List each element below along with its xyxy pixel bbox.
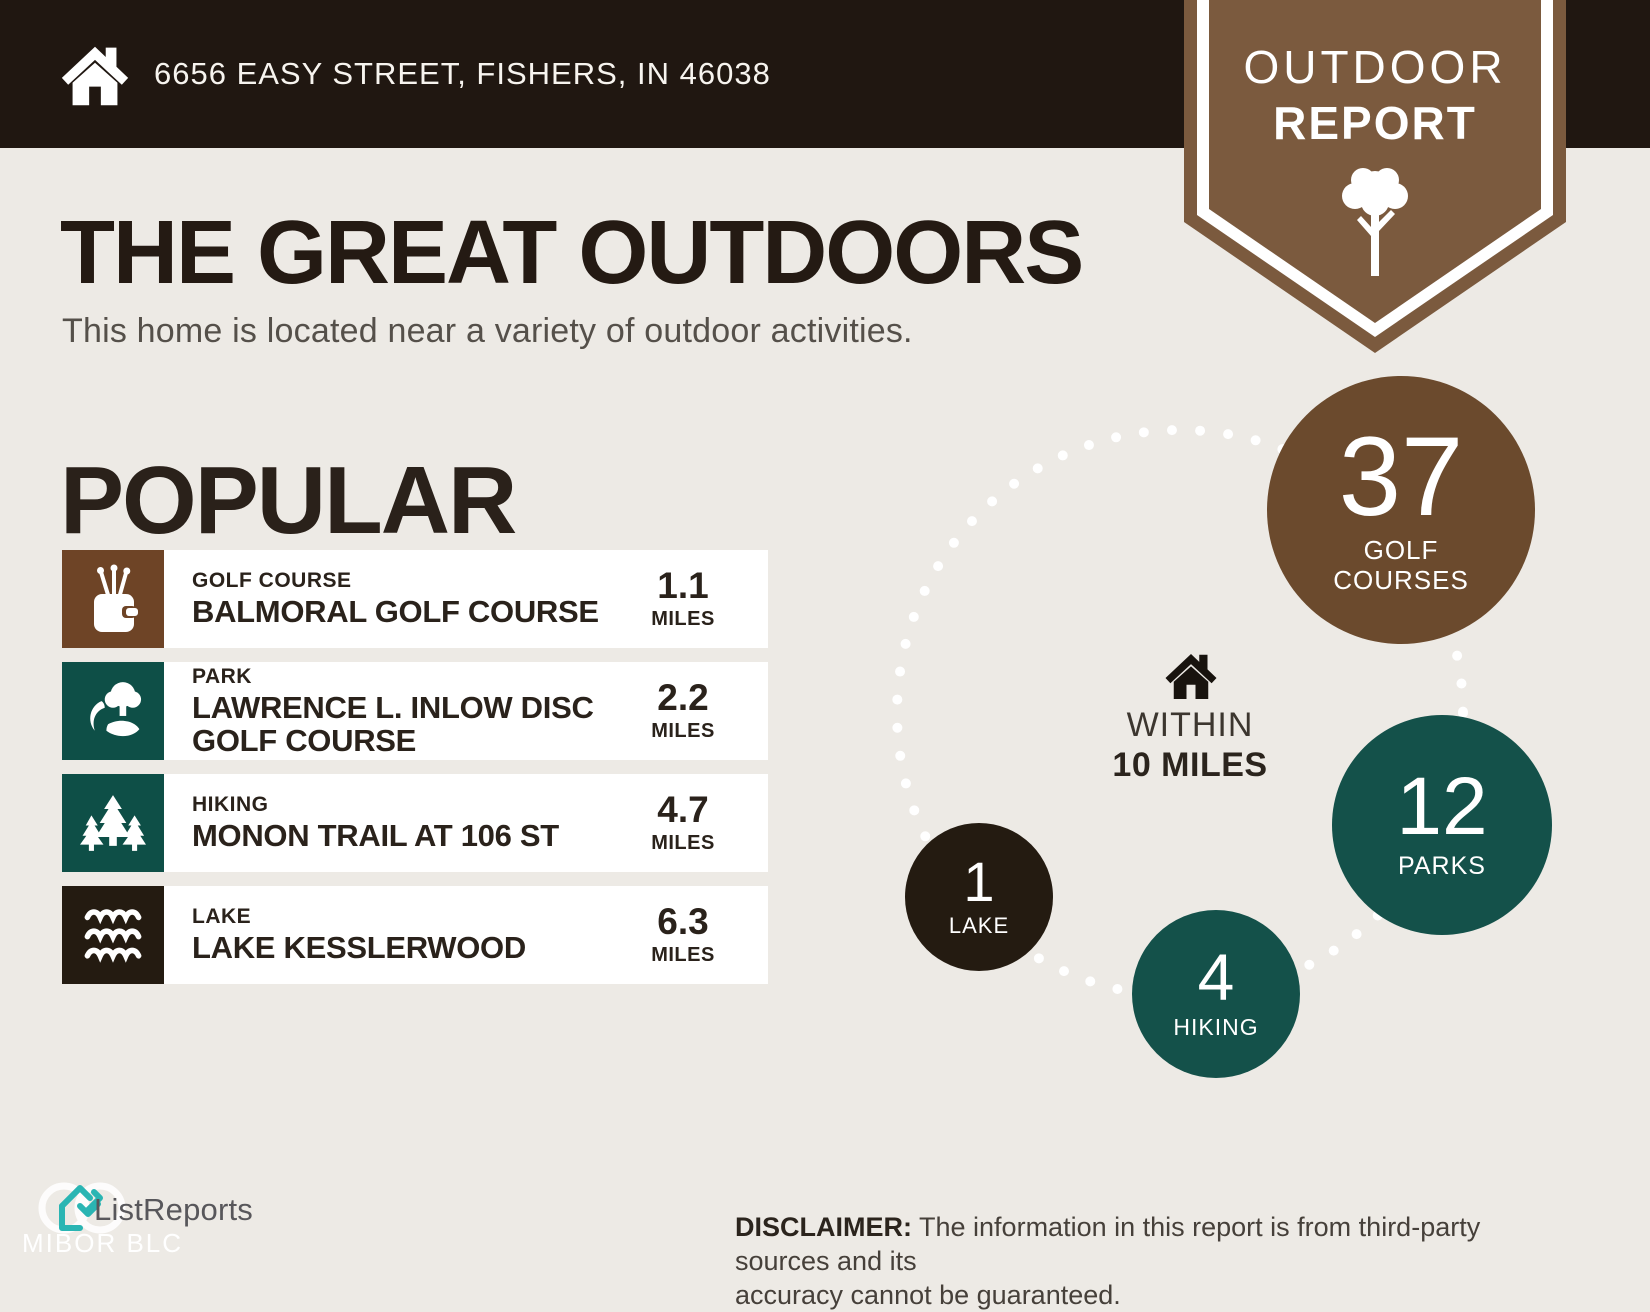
- within-label: WITHIN: [1126, 706, 1254, 744]
- popular-section-title: POPULAR: [60, 447, 517, 554]
- list-item-park: PARK LAWRENCE L. INLOW DISC GOLF COURSE …: [62, 662, 768, 760]
- distance-unit: MILES: [651, 832, 715, 854]
- list-item-hiking: HIKING MONON TRAIL AT 106 ST 4.7 MILES: [62, 774, 768, 872]
- item-category: GOLF COURSE: [192, 569, 352, 593]
- distance-value: 1.1: [657, 565, 709, 606]
- distance-unit: MILES: [651, 944, 715, 966]
- stat-label: HIKING: [1173, 1014, 1259, 1041]
- house-icon: [1165, 654, 1217, 699]
- item-category: HIKING: [192, 793, 269, 817]
- list-item-text: LAKE LAKE KESSLERWOOD: [164, 886, 604, 984]
- list-item-text: HIKING MONON TRAIL AT 106 ST: [164, 774, 604, 872]
- stat-label: GOLF COURSES: [1333, 534, 1469, 595]
- disclaimer-label: DISCLAIMER:: [735, 1212, 912, 1242]
- page-subtitle: This home is located near a variety of o…: [62, 312, 913, 350]
- golf-bag-icon: [62, 550, 164, 648]
- tree-icon: [1342, 168, 1408, 276]
- item-distance: 1.1 MILES: [604, 550, 768, 648]
- badge-line1: OUTDOOR: [1243, 41, 1507, 93]
- listreports-logo-text: ListReports: [94, 1192, 253, 1227]
- stat-circle-parks: 12 PARKS: [1332, 715, 1552, 935]
- stat-label: PARKS: [1398, 852, 1486, 881]
- stat-circle-lake: 1 LAKE: [905, 823, 1053, 971]
- outdoor-report-badge: OUTDOOR REPORT: [1184, 0, 1566, 356]
- stat-label: LAKE: [948, 912, 1010, 938]
- item-name: BALMORAL GOLF COURSE: [192, 594, 599, 630]
- distance-value: 2.2: [657, 677, 709, 718]
- item-distance: 4.7 MILES: [604, 774, 768, 872]
- distance-unit: MILES: [651, 720, 715, 742]
- item-name: LAKE KESSLERWOOD: [192, 930, 526, 966]
- item-distance: 6.3 MILES: [604, 886, 768, 984]
- waves-icon: [62, 886, 164, 984]
- list-item-golf-course: GOLF COURSE BALMORAL GOLF COURSE 1.1 MIL…: [62, 550, 768, 648]
- stat-circle-hiking: 4 HIKING: [1132, 910, 1300, 1078]
- item-name: MONON TRAIL AT 106 ST: [192, 818, 559, 854]
- within-distance: 10 MILES: [1112, 746, 1268, 784]
- disclaimer-line1: The information in this report is from t…: [735, 1212, 1481, 1276]
- stat-value: 1: [963, 850, 995, 914]
- distance-value: 4.7: [657, 789, 709, 830]
- item-distance: 2.2 MILES: [604, 662, 768, 760]
- park-icon: [62, 662, 164, 760]
- dotted-radius-ring: [892, 425, 1468, 1001]
- stat-value: 4: [1197, 940, 1235, 1015]
- listreports-logo-icon: [38, 1182, 126, 1234]
- page-title: THE GREAT OUTDOORS: [60, 203, 1084, 303]
- disclaimer-line2: accuracy cannot be guaranteed.: [735, 1280, 1121, 1310]
- badge-line2: REPORT: [1273, 97, 1477, 149]
- stat-circle-golf-courses: 37 GOLF COURSES: [1267, 376, 1535, 644]
- stat-value: 37: [1338, 413, 1464, 539]
- list-item-text: GOLF COURSE BALMORAL GOLF COURSE: [164, 550, 604, 648]
- distance-value: 6.3: [657, 901, 709, 942]
- badge-title: OUTDOOR REPORT: [1184, 40, 1566, 150]
- stat-value: 12: [1396, 760, 1488, 852]
- home-icon: [61, 46, 129, 106]
- pine-trees-icon: [62, 774, 164, 872]
- item-category: LAKE: [192, 905, 252, 929]
- property-address: 6656 EASY STREET, FISHERS, IN 46038: [154, 56, 771, 91]
- list-item-text: PARK LAWRENCE L. INLOW DISC GOLF COURSE: [164, 662, 604, 760]
- disclaimer-text: DISCLAIMER: The information in this repo…: [735, 1210, 1555, 1312]
- item-name: LAWRENCE L. INLOW DISC GOLF COURSE: [192, 689, 594, 758]
- mls-watermark: MIBOR BLC: [22, 1228, 184, 1258]
- list-item-lake: LAKE LAKE KESSLERWOOD 6.3 MILES: [62, 886, 768, 984]
- distance-unit: MILES: [651, 608, 715, 630]
- item-category: PARK: [192, 664, 252, 688]
